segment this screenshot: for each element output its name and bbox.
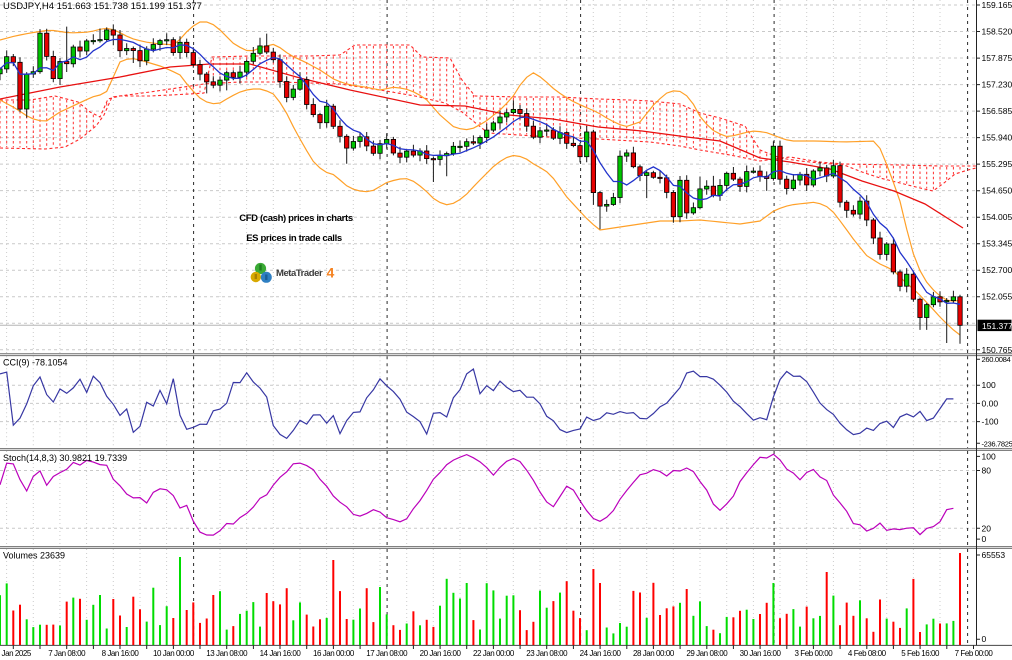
svg-text:USDJPY,H4 151.663 151.738 151: USDJPY,H4 151.663 151.738 151.199 151.37… bbox=[3, 1, 202, 12]
svg-text:65553: 65553 bbox=[982, 550, 1006, 560]
svg-text:4: 4 bbox=[327, 265, 335, 281]
svg-text:ES prices in trade calls: ES prices in trade calls bbox=[246, 233, 342, 244]
svg-text:0: 0 bbox=[982, 534, 987, 544]
svg-text:152.055: 152.055 bbox=[982, 292, 1012, 302]
svg-text:-236.7825: -236.7825 bbox=[982, 439, 1012, 448]
svg-text:154.005: 154.005 bbox=[982, 212, 1012, 222]
svg-text:80: 80 bbox=[982, 466, 992, 476]
svg-text:156.585: 156.585 bbox=[982, 106, 1012, 116]
svg-text:Stoch(14,8,3) 30.9821 19.7339: Stoch(14,8,3) 30.9821 19.7339 bbox=[3, 453, 127, 463]
svg-text:Volumes 23639: Volumes 23639 bbox=[3, 551, 65, 561]
svg-text:28 Jan 00:00: 28 Jan 00:00 bbox=[633, 649, 675, 658]
svg-text:159.165: 159.165 bbox=[982, 0, 1012, 10]
svg-text:6 Jan 2025: 6 Jan 2025 bbox=[0, 649, 32, 658]
svg-text:152.700: 152.700 bbox=[982, 265, 1012, 275]
svg-text:3 Feb 00:00: 3 Feb 00:00 bbox=[795, 649, 834, 658]
svg-text:8 Jan 16:00: 8 Jan 16:00 bbox=[102, 649, 140, 658]
svg-text:157.230: 157.230 bbox=[982, 80, 1012, 90]
svg-text:20 Jan 16:00: 20 Jan 16:00 bbox=[420, 649, 462, 658]
svg-text:29 Jan 08:00: 29 Jan 08:00 bbox=[686, 649, 728, 658]
svg-text:24 Jan 16:00: 24 Jan 16:00 bbox=[580, 649, 622, 658]
svg-text:158.520: 158.520 bbox=[982, 27, 1012, 37]
svg-text:CCI(9) -78.1054: CCI(9) -78.1054 bbox=[3, 358, 68, 368]
svg-text:14 Jan 16:00: 14 Jan 16:00 bbox=[260, 649, 302, 658]
svg-text:7 Jan 08:00: 7 Jan 08:00 bbox=[48, 649, 86, 658]
svg-text:16 Jan 00:00: 16 Jan 00:00 bbox=[313, 649, 355, 658]
svg-text:13 Jan 08:00: 13 Jan 08:00 bbox=[206, 649, 248, 658]
svg-text:23 Jan 08:00: 23 Jan 08:00 bbox=[526, 649, 568, 658]
svg-text:155.295: 155.295 bbox=[982, 159, 1012, 169]
svg-text:154.650: 154.650 bbox=[982, 186, 1012, 196]
svg-text:150.765: 150.765 bbox=[982, 345, 1012, 355]
svg-text:0.00: 0.00 bbox=[982, 398, 999, 408]
svg-text:4 Feb 08:00: 4 Feb 08:00 bbox=[848, 649, 887, 658]
svg-text:20: 20 bbox=[982, 523, 992, 533]
svg-text:260.0084: 260.0084 bbox=[982, 355, 1011, 364]
svg-text:22 Jan 00:00: 22 Jan 00:00 bbox=[473, 649, 515, 658]
svg-text:MetaTrader: MetaTrader bbox=[276, 268, 323, 279]
svg-text:-100: -100 bbox=[982, 417, 999, 427]
svg-text:CFD (cash) prices in charts: CFD (cash) prices in charts bbox=[239, 213, 353, 224]
svg-text:30 Jan 16:00: 30 Jan 16:00 bbox=[740, 649, 782, 658]
svg-text:157.875: 157.875 bbox=[982, 53, 1012, 63]
svg-text:153.345: 153.345 bbox=[982, 239, 1012, 249]
svg-text:7 Feb 00:00: 7 Feb 00:00 bbox=[955, 649, 994, 658]
svg-text:100: 100 bbox=[982, 451, 996, 461]
svg-text:10 Jan 00:00: 10 Jan 00:00 bbox=[153, 649, 195, 658]
svg-text:17 Jan 08:00: 17 Jan 08:00 bbox=[366, 649, 408, 658]
svg-text:151.377: 151.377 bbox=[982, 321, 1012, 331]
svg-text:0: 0 bbox=[982, 634, 987, 644]
svg-text:5 Feb 16:00: 5 Feb 16:00 bbox=[901, 649, 940, 658]
svg-text:155.940: 155.940 bbox=[982, 133, 1012, 143]
svg-text:100: 100 bbox=[982, 380, 996, 390]
